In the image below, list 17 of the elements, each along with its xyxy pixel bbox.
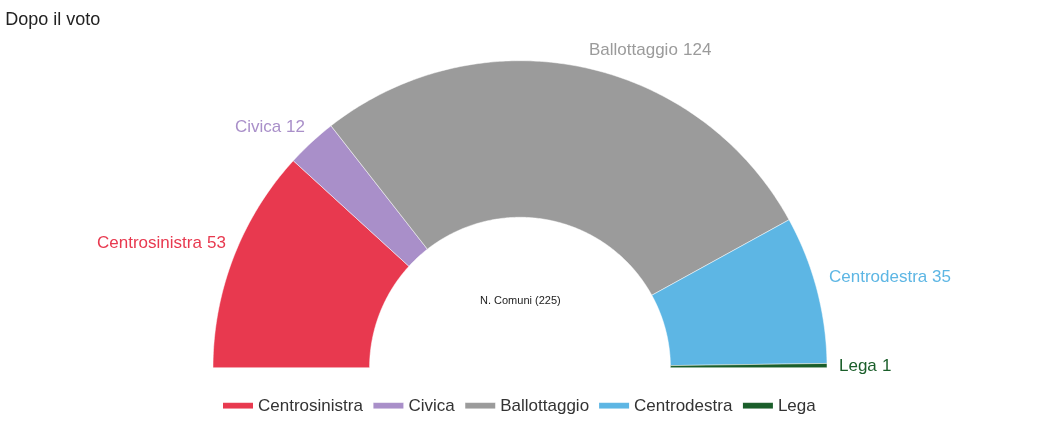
data-label: 35 (932, 267, 951, 286)
chart-title: Dopo il voto (5, 9, 101, 30)
legend-label: Civica (408, 396, 456, 416)
slice-label: Civica (235, 117, 282, 136)
data-label: 124 (683, 40, 712, 59)
legend-label: Centrosinistra (258, 396, 364, 416)
slice-label: Ballottaggio (589, 40, 678, 59)
data-label: 53 (207, 233, 226, 252)
text: N. Comuni (225) (480, 294, 561, 306)
legend-label: Lega (777, 396, 817, 416)
legend-label: Centrodestra (634, 396, 733, 416)
slice-label: Centrodestra (829, 267, 928, 286)
legend-label: Ballottaggio (500, 396, 590, 416)
data-label: 12 (286, 117, 305, 136)
slice-label: Centrosinistra (97, 233, 203, 252)
slice-label: Lega (839, 356, 878, 375)
data-label: 1 (882, 356, 892, 375)
